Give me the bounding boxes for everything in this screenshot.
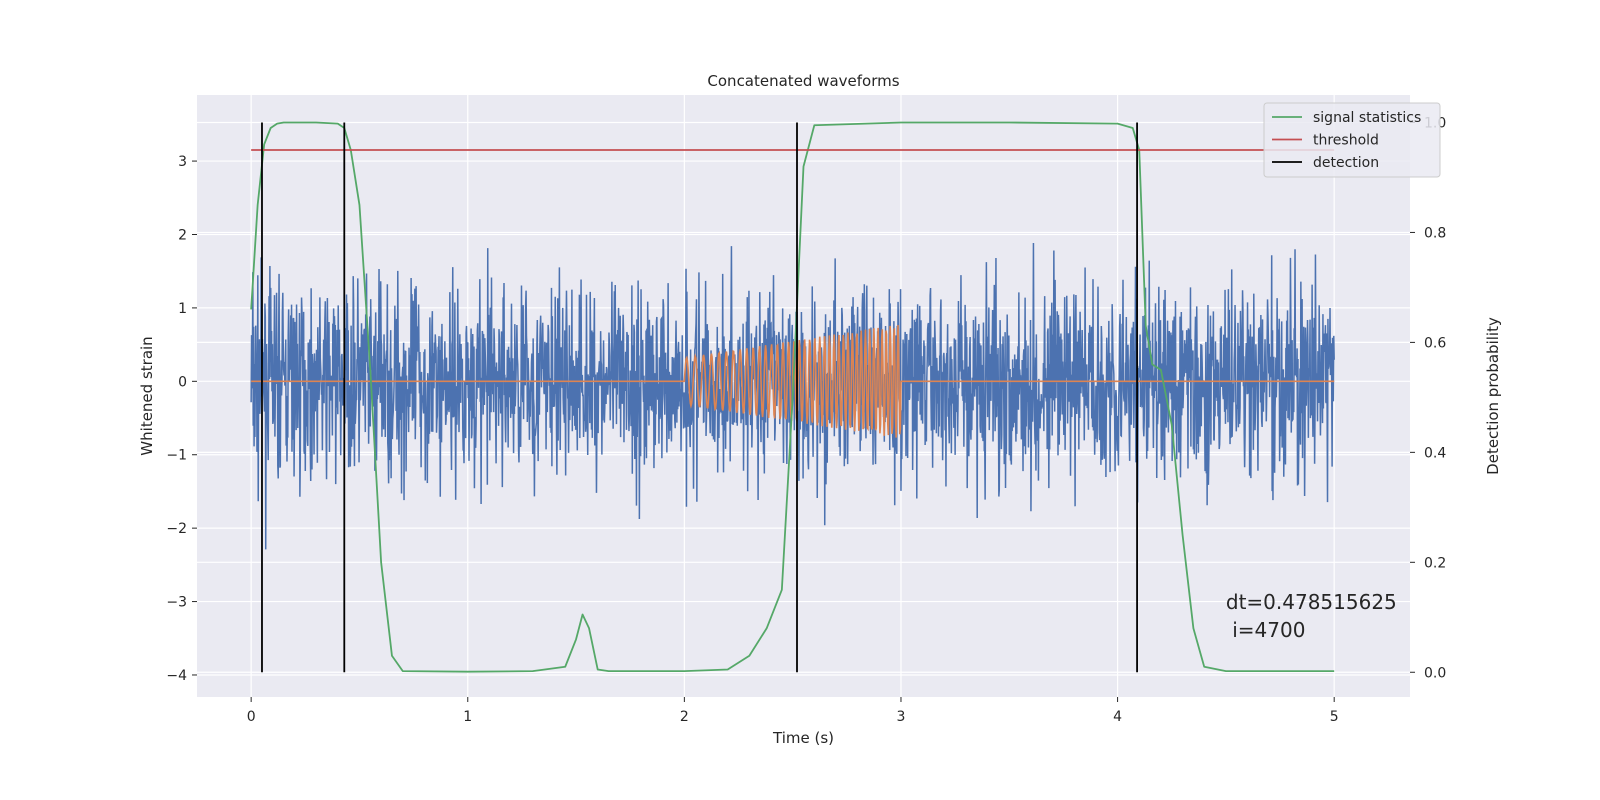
y-tick-label: −1 (166, 448, 187, 464)
y-tick-label: −2 (166, 521, 187, 537)
x-tick-label: 4 (1113, 709, 1122, 725)
y-tick-label: 2 (178, 227, 187, 243)
x-tick-label: 2 (680, 709, 689, 725)
y-tick-label: 3 (178, 154, 187, 170)
x-tick-label: 5 (1330, 709, 1339, 725)
legend-label-threshold: threshold (1313, 133, 1379, 149)
x-axis-title: Time (s) (772, 729, 834, 747)
legend: signal statistics threshold detection (1263, 102, 1441, 178)
x-tick-label: 3 (897, 709, 906, 725)
annotations: dt=0.478515625 i=4700 (1226, 590, 1397, 642)
y-axis-title: Whitened strain (138, 336, 156, 455)
y2-tick-label: 0.6 (1424, 335, 1446, 351)
series-layer (250, 121, 1335, 673)
x-tick-label: 0 (247, 709, 256, 725)
y2-tick-label: 0.0 (1424, 665, 1446, 681)
y2-axis-title: Detection probability (1484, 317, 1502, 475)
y2-tick-label: 0.4 (1424, 445, 1446, 461)
y-tick-label: 0 (178, 374, 187, 390)
y-tick-label: 1 (178, 301, 187, 317)
x-tick-label: 1 (463, 709, 472, 725)
y-tick-label: −4 (166, 668, 187, 684)
legend-label-detection: detection (1313, 155, 1379, 171)
index-annotation: i=4700 (1226, 618, 1306, 642)
y2-tick-label: 0.2 (1424, 555, 1446, 571)
y-tick-label: −3 (166, 595, 187, 611)
y2-tick-label: 0.8 (1424, 225, 1446, 241)
series-signal-statistics (250, 121, 1335, 673)
legend-label-signal-statistics: signal statistics (1313, 110, 1421, 126)
legend-items: signal statistics threshold detection (1272, 110, 1421, 171)
chart-title: Concatenated waveforms (707, 72, 899, 90)
legend-box (1263, 102, 1441, 178)
dt-annotation: dt=0.478515625 (1226, 590, 1397, 614)
